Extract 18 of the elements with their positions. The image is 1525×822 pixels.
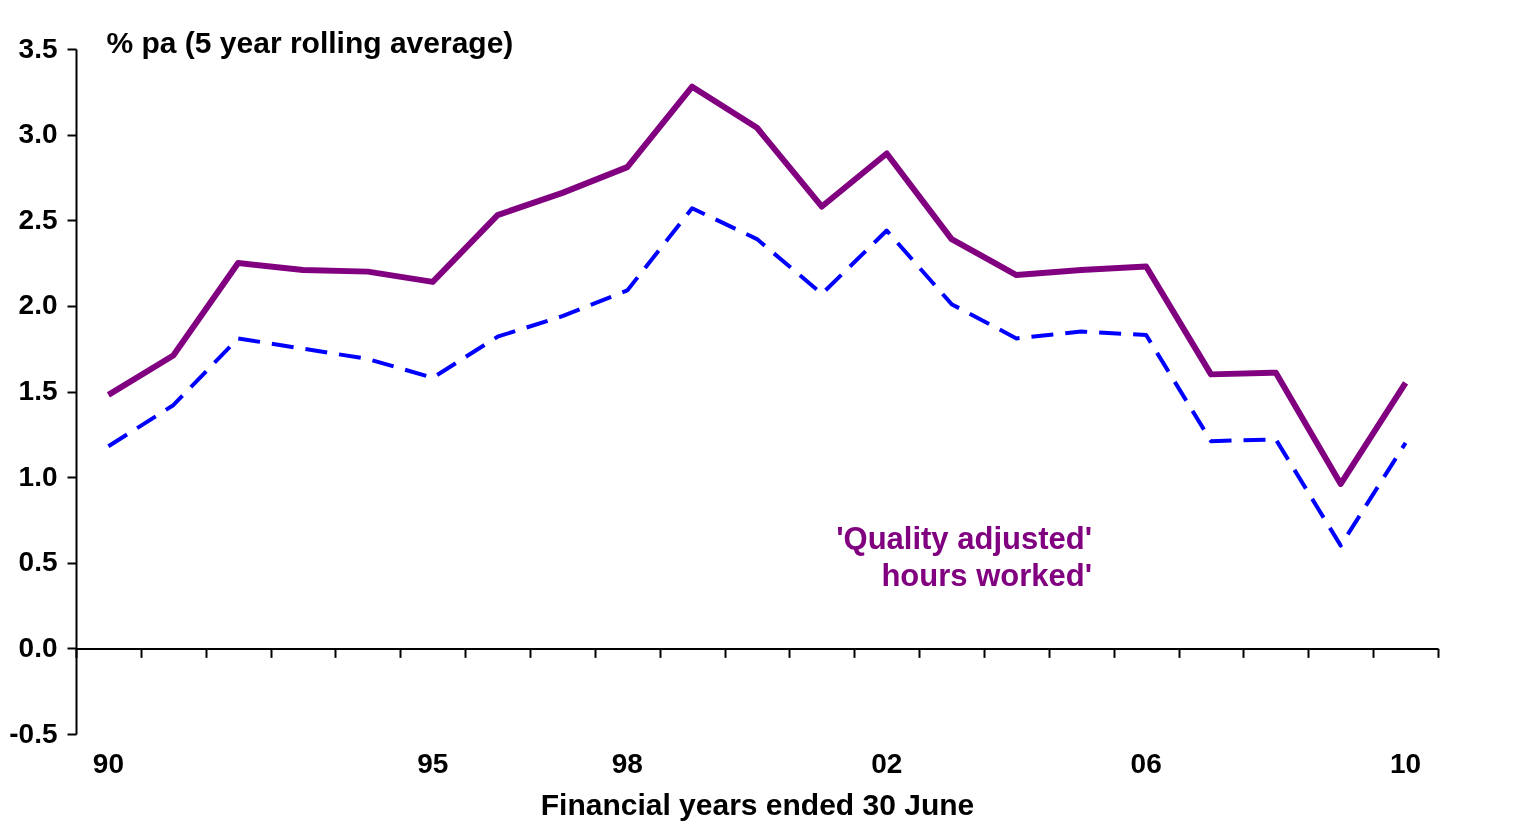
y-tick-label: 3.0 bbox=[18, 118, 58, 150]
y-tick-label: 1.5 bbox=[18, 375, 58, 406]
y-tick-label: 2.5 bbox=[18, 203, 58, 235]
y-tick-label: 3.5 bbox=[18, 32, 58, 64]
y-tick-label: 0.0 bbox=[18, 631, 58, 663]
y-tick-label: 2.0 bbox=[18, 289, 58, 321]
text: 'Quality adjusted' hours worked' bbox=[836, 521, 1093, 594]
y-tick-label: -0.5 bbox=[9, 717, 58, 749]
y-tick-label: 0.5 bbox=[18, 546, 58, 578]
x-tick-label: 95 bbox=[417, 747, 449, 779]
x-tick-label: 10 bbox=[1389, 747, 1422, 779]
x-tick-label: 98 bbox=[611, 747, 643, 779]
y-tick-label: 1.0 bbox=[18, 460, 58, 492]
x-tick-label: 02 bbox=[871, 747, 903, 779]
x-axis-title: Financial years ended 30 June bbox=[540, 787, 975, 821]
x-tick-label: 06 bbox=[1130, 747, 1162, 779]
x-tick-label: 90 bbox=[92, 747, 125, 779]
y-axis-title: % pa (5 year rolling average) bbox=[106, 25, 514, 59]
